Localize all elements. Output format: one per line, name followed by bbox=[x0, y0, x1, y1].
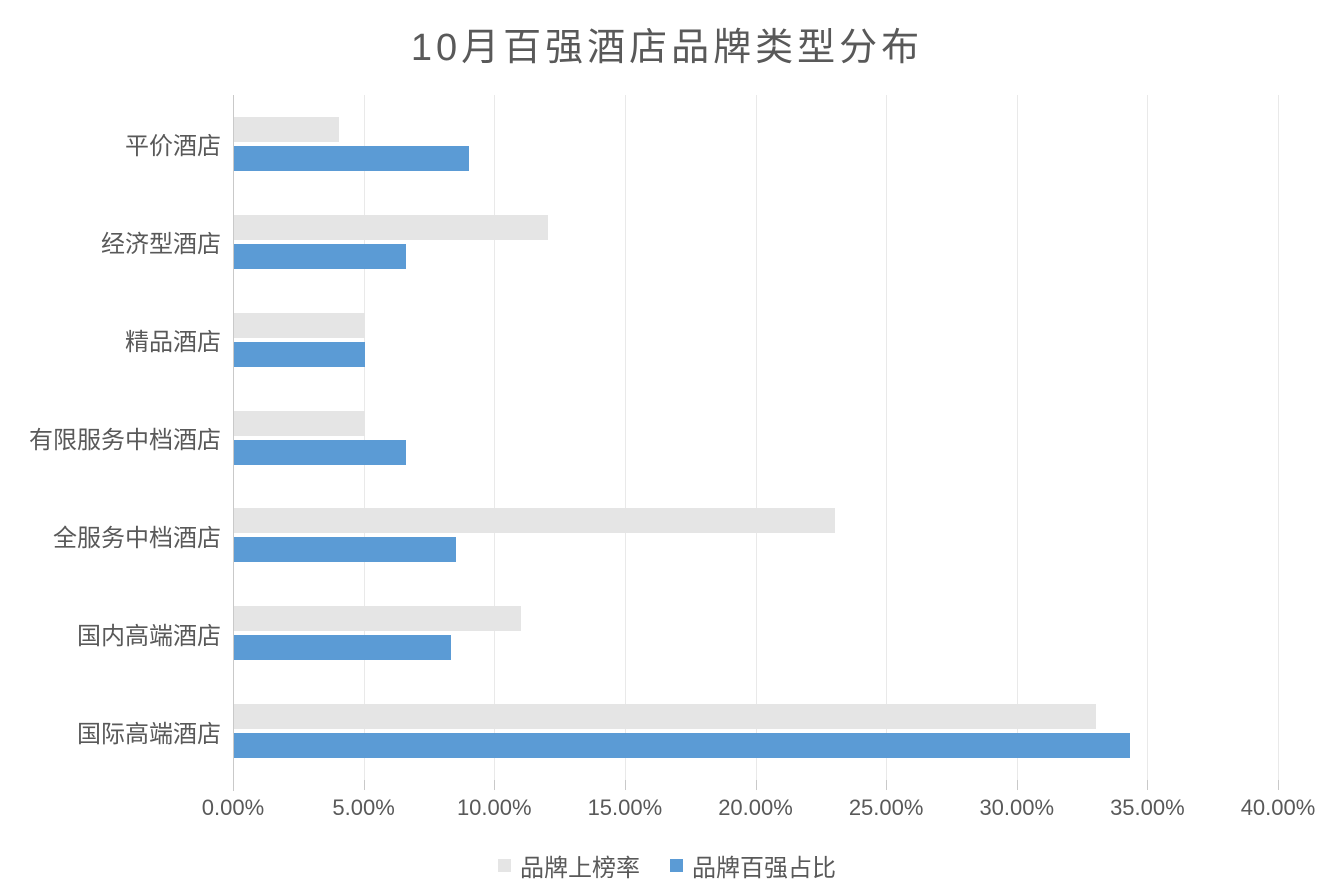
gridline bbox=[494, 95, 496, 780]
legend-swatch bbox=[670, 859, 683, 872]
axis-tick bbox=[363, 780, 365, 790]
legend-label: 品牌上榜率 bbox=[520, 855, 640, 882]
bar-brand-list-rate bbox=[234, 508, 835, 534]
value-axis-tick-label: 20.00% bbox=[718, 795, 793, 820]
legend-item: 品牌上榜率 bbox=[498, 848, 640, 883]
axis-tick bbox=[1147, 780, 1149, 790]
gridline bbox=[886, 95, 888, 780]
bar-brand-top100-share bbox=[234, 243, 407, 269]
bar-brand-list-rate bbox=[234, 116, 339, 142]
bar-brand-top100-share bbox=[234, 341, 365, 367]
category-label: 有限服务中档酒店 bbox=[29, 426, 221, 454]
bar-brand-list-rate bbox=[234, 214, 548, 240]
value-axis-labels: 0.00% 5.00% 10.00% 15.00% 20.00% 25.00% 30.00%… bbox=[0, 795, 1334, 825]
axis-tick bbox=[1016, 780, 1018, 790]
gridline bbox=[1016, 95, 1018, 780]
axis-tick bbox=[494, 780, 496, 790]
category-axis-line bbox=[233, 95, 234, 791]
axis-tick bbox=[1278, 780, 1279, 790]
category-label: 国际高端酒店 bbox=[77, 720, 221, 748]
category-label: 全服务中档酒店 bbox=[53, 524, 221, 552]
value-axis-tick-label: 10.00% bbox=[456, 795, 532, 820]
axis-tick bbox=[886, 780, 888, 790]
bar-brand-top100-share bbox=[234, 733, 1131, 759]
plot-area bbox=[233, 95, 1279, 791]
value-axis-tick-label: 15.00% bbox=[587, 795, 663, 820]
bar-brand-list-rate bbox=[234, 312, 365, 338]
axis-tick bbox=[755, 780, 757, 790]
bar-brand-top100-share bbox=[234, 439, 407, 465]
value-axis-tick-label: 25.00% bbox=[848, 795, 924, 820]
gridline bbox=[1278, 95, 1279, 780]
legend-item: 品牌百强占比 bbox=[670, 848, 836, 883]
gridline bbox=[624, 95, 626, 780]
bar-brand-list-rate bbox=[234, 704, 1097, 730]
category-label: 精品酒店 bbox=[125, 329, 221, 357]
gridline bbox=[1147, 95, 1149, 780]
value-axis-tick-label: 40.00% bbox=[1240, 795, 1316, 820]
value-axis-tick-label: 35.00% bbox=[1110, 795, 1185, 820]
axis-tick bbox=[624, 780, 626, 790]
category-label: 国内高端酒店 bbox=[77, 622, 221, 650]
bar-brand-top100-share bbox=[234, 635, 451, 661]
category-axis-labels: 平价酒店经济型酒店精品酒店有限服务中档酒店全服务中档酒店国内高端酒店 国际高端酒店 bbox=[0, 95, 221, 780]
chart-title: 10月百强酒店品牌类型分布 bbox=[410, 27, 924, 69]
legend-label: 品牌百强占比 bbox=[692, 855, 836, 882]
category-label: 平价酒店 bbox=[125, 133, 221, 161]
gridline bbox=[363, 95, 365, 780]
legend: 品牌上榜率 品牌百强占比 bbox=[0, 848, 1334, 883]
gridline bbox=[755, 95, 757, 780]
bar-brand-list-rate bbox=[234, 410, 365, 436]
legend-swatch bbox=[498, 859, 511, 872]
bar-brand-top100-share bbox=[234, 537, 457, 563]
value-axis-tick-label: 0.00% bbox=[201, 795, 265, 820]
bar-brand-top100-share bbox=[234, 145, 470, 171]
category-label: 经济型酒店 bbox=[101, 231, 221, 259]
value-axis-tick-label: 30.00% bbox=[979, 795, 1055, 820]
bar-brand-list-rate bbox=[234, 606, 522, 632]
value-axis-tick-label: 5.00% bbox=[332, 795, 395, 820]
